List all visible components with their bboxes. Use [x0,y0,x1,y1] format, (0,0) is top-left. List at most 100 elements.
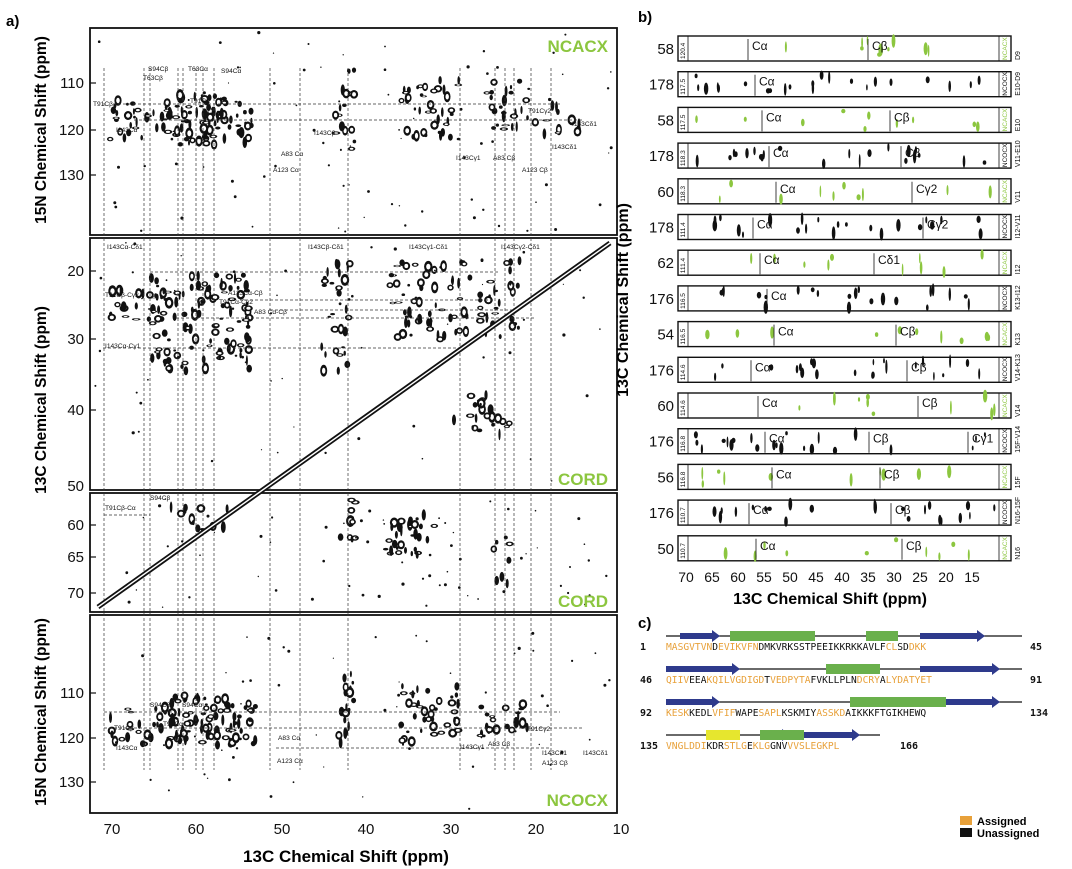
contour-peak-inner [167,299,172,306]
contour-peak-inner [322,279,327,283]
contour-peak [203,696,207,701]
strip-peak [860,46,864,51]
noise-peak [415,634,418,637]
strip-n-shift: 118.3 [680,186,687,202]
strip-n-shift: 110.7 [680,543,687,559]
strip-type: NCOCX [1002,357,1009,381]
contour-peak-inner [349,508,354,513]
noise-peak [166,545,169,548]
noise-peak [362,796,364,798]
noise-peak [188,596,191,599]
strip-peak-label: Cα [778,325,794,339]
strip-shift-tick: 178 [649,148,674,165]
contour-peak [205,285,211,291]
strip-peak [942,266,946,278]
strip: 56 116.8 NCACX 15F Cα Cβ [657,463,1022,491]
noise-peak [443,583,447,587]
contour-peak [130,101,136,106]
contour-peak [450,278,454,284]
noise-peak [236,66,240,69]
contour-peak-inner [392,520,397,526]
noise-peak [482,208,485,211]
peak-label: I143Cδ1 [542,750,567,757]
strip-peak [756,291,762,299]
noise-peak [193,735,196,738]
strip-peak [978,228,983,240]
strip-peak [933,371,935,381]
noise-peak [609,146,613,150]
contour-peak [233,272,237,284]
strip-peak [753,146,756,156]
peak-label: A83 Cα [278,735,300,742]
strip-type: NCACX [1002,536,1009,559]
strip-n-shift: 110.7 [680,507,687,523]
contour-peak-inner [238,344,243,347]
contour-peak [163,298,169,301]
strip-type: NCOCX [1002,500,1009,524]
contour-peak-inner [246,347,251,352]
strip-peak [815,369,819,380]
strip-peak [853,287,858,300]
contour-peak [505,578,509,589]
peak-label: I143Cγ1 [460,744,485,751]
contour-peak-inner [238,292,243,298]
contour-peak-inner [487,727,492,732]
ncacx-y-axis-label: 15N Chemical Shift (ppm) [33,36,50,224]
contour-peak [238,127,245,139]
contour-peak [154,706,158,712]
contour-peak-inner [413,263,417,266]
noise-peak [383,523,386,525]
noise-peak [270,380,272,382]
strip-peak [880,292,886,306]
contour-peak [201,355,206,364]
noise-peak [463,156,466,159]
noise-peak [113,201,117,205]
contour-peak [404,547,407,554]
noise-peak [335,289,337,291]
contour-peak [228,285,233,292]
contour-peak-inner [338,354,342,356]
contour-peak-inner [227,275,232,279]
strip-frame [677,356,1012,383]
strip-peak [734,506,738,517]
sequence-end-number: 166 [900,741,918,752]
contour-peak-inner [533,120,538,125]
contour-peak [252,704,258,709]
strip-peak [785,550,789,557]
b-x-tick: 45 [808,569,824,585]
b-x-tick: 35 [860,569,876,585]
b-x-tick: 60 [730,569,746,585]
noise-peak [324,451,327,455]
noise-peak [241,355,245,359]
contour-peak [520,106,523,114]
strip-peak [723,547,728,560]
strip-peak [879,227,884,241]
strip-shift-tick: 176 [649,362,674,379]
strip-peak [938,552,941,561]
contour-peak-inner [181,731,186,736]
beta-strand-arrow [800,729,860,741]
contour-peak [493,306,499,310]
contour-peak-inner [187,130,192,137]
peak-label: T63Cβ [143,75,163,82]
strip: 176 114.6 NCOCX V14-K13 Cα Cβ [649,354,1022,383]
contour-peak-inner [123,316,128,318]
noise-peak [230,179,234,183]
contour-peak-inner [503,706,508,710]
contour-peak [234,354,238,357]
contour-peak [472,402,478,408]
strip-residue: 15F [1015,476,1022,488]
strip-peak-label: Cδ1 [878,253,900,267]
noise-peak [115,741,118,744]
strip-n-shift: 116.8 [680,436,687,452]
strip-peak [695,439,699,446]
strip-residue: E10 [1015,119,1022,132]
noise-peak [295,104,298,107]
noise-peak [274,589,278,592]
contour-peak [324,351,327,358]
contour-peak-inner [427,717,431,721]
contour-peak [156,721,159,728]
contour-peak-inner [424,272,429,277]
noise-peak [438,584,441,587]
contour-peak-inner [211,135,216,138]
